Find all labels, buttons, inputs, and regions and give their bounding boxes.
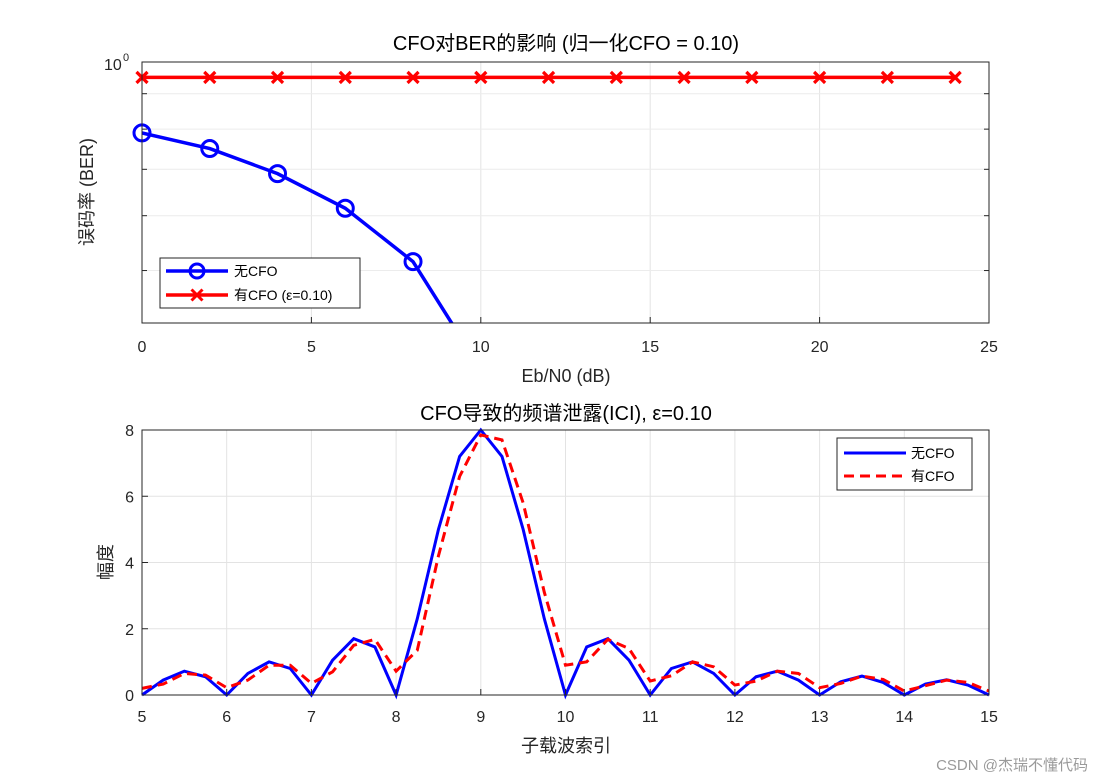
ici-x-axis-label: 子载波索引 [521, 736, 611, 756]
ici-y-tick-label: 6 [125, 489, 134, 506]
ici-y-tick-label: 4 [125, 556, 134, 573]
ici-x-ticks: 5 6 7 8 9 10 11 12 13 14 15 [138, 689, 998, 726]
ici-legend-label-1: 有CFO [911, 468, 955, 484]
ber-point-no-cfo [200, 139, 220, 159]
ber-line-no-cfo [142, 131, 454, 323]
ber-legend: 无CFO 有CFO (ε=0.10) [159, 257, 361, 309]
ici-y-tick-label: 0 [125, 688, 134, 705]
ici-legend: 无CFO 有CFO [836, 437, 973, 491]
ber-axes-box [141, 61, 990, 324]
ici-x-tick-label: 11 [642, 709, 659, 726]
ber-point-cfo [270, 70, 285, 85]
ber-point-no-cfo [335, 198, 355, 218]
ber-point-no-cfo [403, 252, 423, 272]
ici-legend-label-0: 无CFO [911, 445, 955, 461]
ber-point-cfo [948, 70, 962, 85]
ber-chart-title: CFO对BER的影响 (归一化CFO = 0.10) [393, 32, 739, 55]
ber-y-tick-base: 10 [104, 57, 122, 74]
ici-x-tick-label: 10 [557, 709, 575, 726]
ici-y-axis-label: 幅度 [96, 544, 116, 580]
ber-point-cfo [203, 70, 217, 85]
ici-x-tick-label: 12 [726, 709, 744, 726]
ber-point-cfo [406, 70, 420, 85]
ici-x-tick-label: 15 [980, 709, 998, 726]
ber-y-axis-label: 误码率 (BER) [77, 138, 97, 246]
ici-grid [142, 430, 989, 695]
ber-point-cfo [745, 70, 759, 85]
ici-legend-box [836, 437, 973, 491]
ber-y-tick-exp: 0 [123, 52, 129, 64]
ber-series [132, 70, 962, 323]
ici-chart-title: CFO导致的频谱泄露(ICI), ε=0.10 [420, 402, 712, 425]
ici-x-tick-label: 5 [138, 709, 147, 726]
ber-point-cfo [880, 70, 894, 85]
ber-x-tick-label: 20 [811, 339, 829, 356]
ber-point-cfo [474, 70, 488, 85]
ber-x-axis-label: Eb/N0 (dB) [521, 366, 610, 386]
ber-point-cfo [609, 70, 623, 85]
legend-marker-circle [188, 262, 206, 280]
ber-y-tick-label: 10 0 [104, 52, 129, 74]
ici-y-tick-label: 8 [125, 423, 134, 440]
ber-x-tick-label: 25 [980, 339, 998, 356]
ber-point-no-cfo [268, 164, 288, 184]
ber-legend-label-1: 有CFO (ε=0.10) [234, 287, 332, 303]
ici-x-tick-label: 9 [476, 709, 485, 726]
ici-y-ticks: 0 2 4 6 8 [125, 423, 148, 705]
ber-x-tick-label: 0 [138, 339, 147, 356]
ber-point-cfo [541, 70, 556, 85]
ici-x-tick-label: 7 [307, 709, 316, 726]
ber-point-cfo [812, 70, 827, 85]
ber-chart: CFO对BER的影响 (归一化CFO = 0.10) 0 5 10 15 20 25 10… [77, 32, 998, 386]
ici-x-tick-label: 6 [222, 709, 231, 726]
watermark: CSDN @杰瑞不懂代码 [936, 757, 1088, 774]
ber-legend-label-0: 无CFO [234, 263, 278, 279]
ici-y-tick-label: 2 [125, 622, 134, 639]
ici-x-tick-label: 8 [392, 709, 401, 726]
ber-x-tick-label: 15 [641, 339, 659, 356]
legend-marker-x [190, 288, 204, 302]
ici-x-tick-label: 13 [811, 709, 829, 726]
ber-x-tick-label: 10 [472, 339, 490, 356]
ber-x-ticks: 0 5 10 15 20 25 [138, 317, 998, 356]
ici-x-tick-label: 14 [895, 709, 913, 726]
ber-point-cfo [677, 70, 691, 85]
ber-x-tick-label: 5 [307, 339, 316, 356]
ber-point-cfo [338, 70, 352, 85]
ici-chart: CFO导致的频谱泄露(ICI), ε=0.10 5 6 7 8 9 10 11 12 13 14 1… [96, 402, 998, 756]
ici-line-cfo [141, 433, 990, 693]
